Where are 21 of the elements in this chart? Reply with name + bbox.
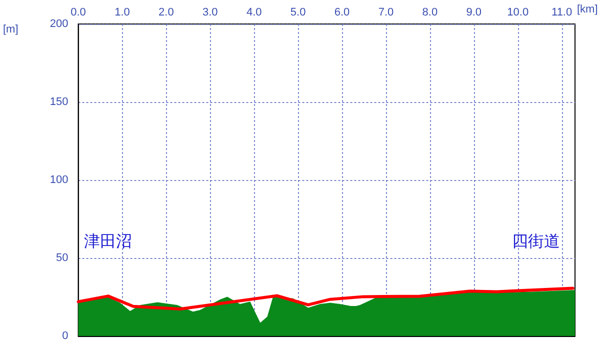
- x-tick-label: 8.0: [422, 6, 438, 18]
- y-tick-label: 0: [62, 330, 68, 342]
- x-tick-label: 4.0: [246, 6, 262, 18]
- y-tick-label: 200: [50, 18, 68, 30]
- y-tick-label: 150: [50, 96, 68, 108]
- x-tick-label: 3.0: [202, 6, 218, 18]
- annotation: 津田沼: [84, 232, 132, 250]
- x-tick-label: 6.0: [334, 6, 350, 18]
- x-tick-label: 0.0: [70, 6, 86, 18]
- x-axis-title: [km]: [577, 4, 598, 16]
- y-tick-label: 100: [50, 174, 68, 186]
- x-tick-label: 11.0: [552, 6, 572, 18]
- line-series: [76, 286, 574, 311]
- x-tick-label: 9.0: [466, 6, 482, 18]
- x-tick-label: 7.0: [378, 6, 394, 18]
- x-tick-label: 5.0: [290, 6, 306, 18]
- x-tick-label: 1.0: [114, 6, 130, 18]
- y-tick-label: 50: [56, 252, 68, 264]
- x-tick-label: 2.0: [158, 6, 174, 18]
- y-axis-title: [m]: [2, 24, 18, 36]
- x-tick-label: 10.0: [507, 6, 529, 18]
